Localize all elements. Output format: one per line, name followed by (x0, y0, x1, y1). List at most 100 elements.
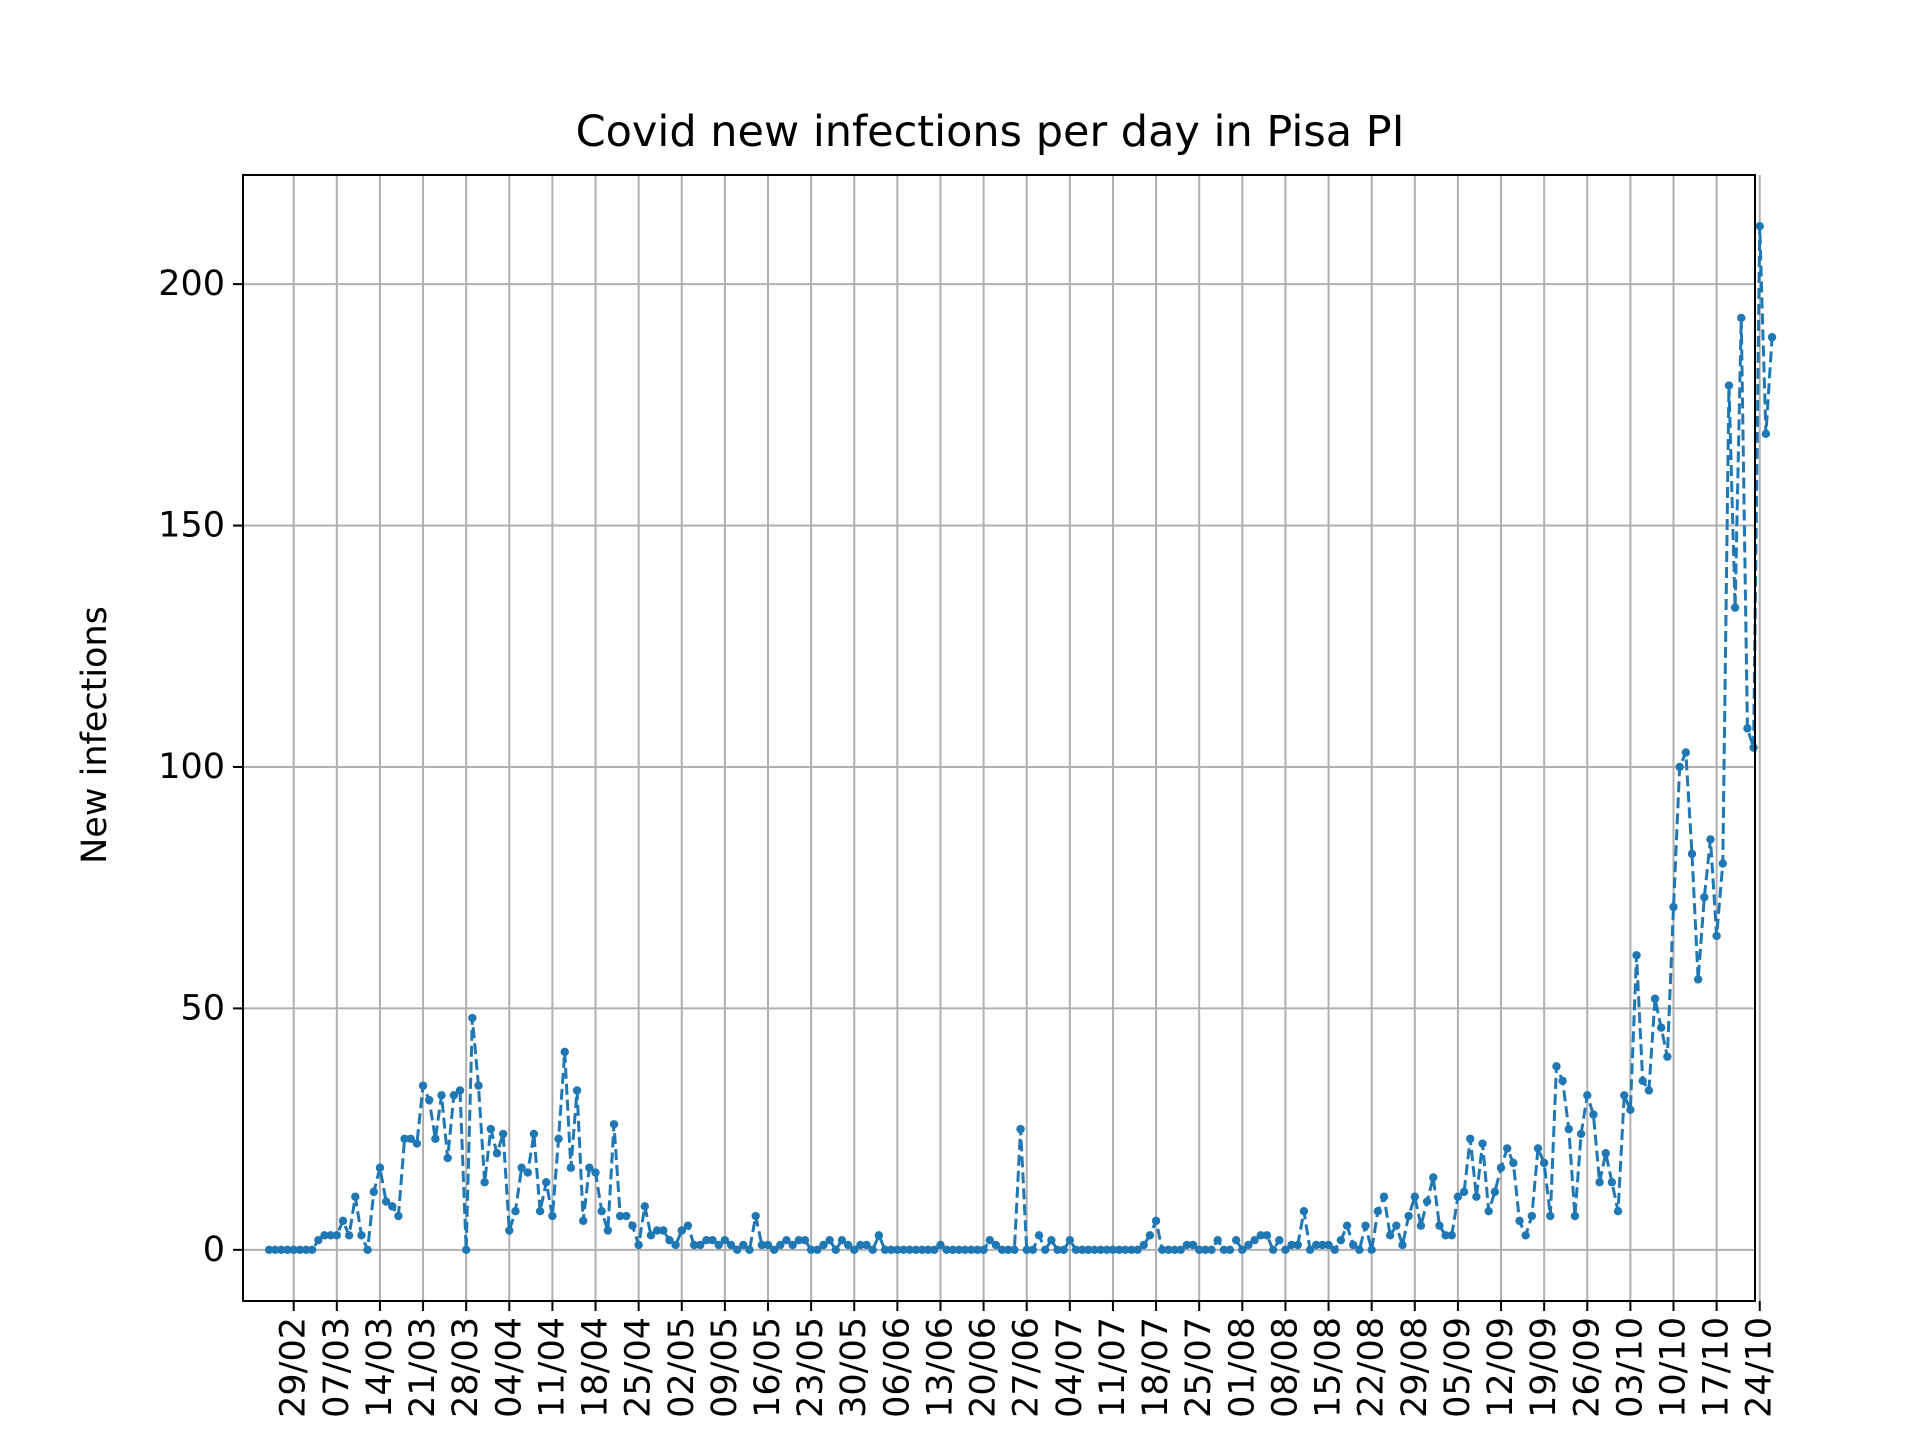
x-tick-label: 11/07 (1093, 1317, 1133, 1418)
data-point (1644, 1086, 1654, 1095)
data-point (917, 1245, 927, 1255)
data-point (1127, 1245, 1136, 1255)
x-tick-label: 01/08 (1222, 1317, 1262, 1418)
data-point (1749, 743, 1758, 752)
data-point (548, 1211, 557, 1221)
data-point (1312, 1240, 1321, 1250)
data-point (1478, 1139, 1487, 1148)
data-point (338, 1216, 348, 1226)
x-tick-label: 04/04 (489, 1317, 529, 1418)
grid (243, 175, 1761, 1301)
data-point (289, 1245, 298, 1255)
data-point (1737, 313, 1746, 323)
data-point (1700, 893, 1709, 902)
data-point (1484, 1206, 1493, 1216)
data-point (628, 1221, 637, 1230)
data-point (468, 1013, 477, 1023)
data-point (634, 1240, 643, 1250)
data-point (1121, 1245, 1130, 1255)
data-point (585, 1163, 594, 1172)
data-point (314, 1235, 323, 1245)
x-tick-label: 24/10 (1740, 1317, 1780, 1418)
data-point (1176, 1245, 1185, 1255)
data-point (271, 1245, 280, 1255)
data-point (492, 1149, 502, 1158)
data-point (1515, 1216, 1524, 1226)
data-point (1613, 1206, 1623, 1216)
data-point (837, 1235, 847, 1245)
data-point (714, 1240, 723, 1250)
y-axis-label: New infections (75, 606, 115, 864)
data-point (1429, 1173, 1438, 1182)
data-point (320, 1231, 329, 1240)
data-point (1059, 1245, 1068, 1255)
data-point (1305, 1245, 1315, 1255)
data-point (1348, 1240, 1358, 1250)
data-point (745, 1245, 754, 1255)
data-point (394, 1211, 403, 1221)
data-point (1706, 835, 1715, 844)
data-point (782, 1235, 791, 1245)
data-point (1133, 1245, 1142, 1255)
x-tick-label: 28/03 (446, 1317, 486, 1418)
data-point (498, 1129, 508, 1139)
data-point (486, 1124, 496, 1134)
data-point (579, 1216, 588, 1226)
data-point (720, 1235, 730, 1245)
data-point (1207, 1245, 1216, 1255)
plot-frame (242, 174, 1756, 1302)
data-point (615, 1211, 625, 1221)
data-point (1422, 1197, 1432, 1206)
data-point (1392, 1221, 1401, 1230)
data-point (1318, 1240, 1327, 1250)
data-point (1466, 1134, 1475, 1143)
data-point (1367, 1245, 1376, 1255)
data-point (665, 1235, 674, 1245)
data-point (1453, 1192, 1463, 1201)
data-point (1281, 1245, 1290, 1255)
data-point (1065, 1235, 1075, 1245)
data-point (1164, 1245, 1173, 1255)
data-point (1570, 1211, 1580, 1221)
data-point (1053, 1245, 1062, 1255)
data-point (1558, 1076, 1567, 1086)
data-point (997, 1245, 1007, 1255)
data-point (862, 1240, 871, 1250)
data-point (529, 1129, 539, 1139)
data-point (455, 1086, 465, 1095)
data-point (381, 1197, 391, 1206)
data-point (1004, 1245, 1013, 1255)
data-point (1028, 1245, 1038, 1255)
x-tick-label: 03/10 (1610, 1317, 1650, 1418)
data-point (369, 1187, 378, 1197)
data-point (683, 1221, 693, 1230)
data-point (640, 1202, 650, 1211)
data-point (813, 1245, 822, 1255)
data-point (1632, 951, 1641, 960)
x-tick-label: 07/03 (317, 1317, 357, 1418)
data-point (418, 1081, 428, 1090)
data-point (652, 1226, 662, 1235)
data-point (843, 1240, 853, 1250)
data-point (1669, 902, 1678, 912)
x-tick-label: 29/08 (1395, 1317, 1435, 1418)
data-point (1693, 975, 1703, 984)
data-point (1238, 1245, 1247, 1255)
data-point (307, 1245, 317, 1255)
x-tick-label: 05/09 (1438, 1317, 1478, 1418)
data-point (542, 1178, 551, 1187)
data-point (1620, 1091, 1629, 1100)
x-tick-label: 18/04 (576, 1317, 616, 1418)
data-point (733, 1245, 742, 1255)
x-tick-label: 08/08 (1265, 1317, 1305, 1418)
data-point (671, 1240, 680, 1250)
data-point (1583, 1091, 1592, 1100)
data-point (1330, 1245, 1339, 1255)
x-tick-label: 25/07 (1179, 1317, 1219, 1418)
data-point (819, 1240, 828, 1250)
y-tick-label: 100 (158, 747, 225, 787)
data-point (1601, 1149, 1610, 1158)
data-point (326, 1231, 335, 1240)
data-point (622, 1211, 631, 1221)
